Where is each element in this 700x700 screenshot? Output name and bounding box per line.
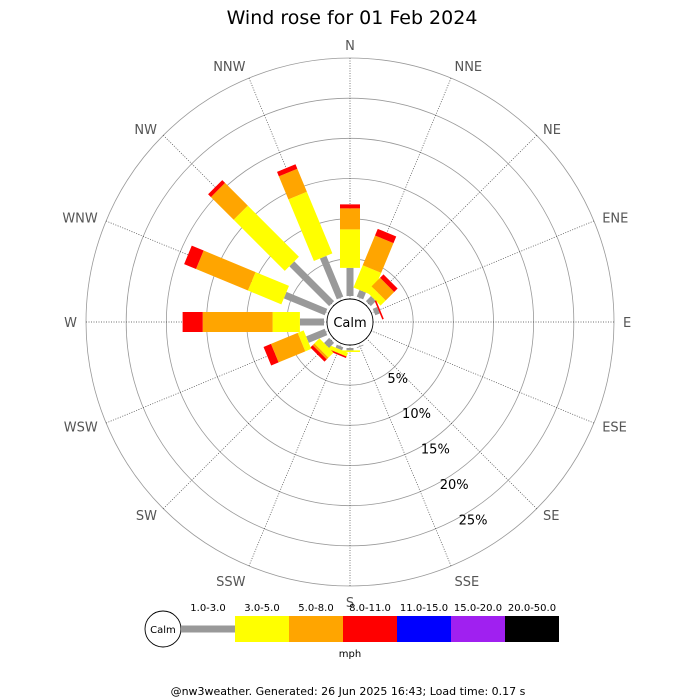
- legend-swatch-2: [289, 616, 343, 642]
- petal-sw-bin-1: [314, 338, 334, 358]
- legend-bin-label: 1.0-3.0: [190, 603, 225, 614]
- petal-nnw-bin-1: [288, 191, 333, 261]
- legend-bin-label: 5.0-8.0: [298, 603, 333, 614]
- direction-labels: N NNE NE ENE E ESE SE SSE S SSW SW WSW W WNW NW NNW: [62, 39, 631, 611]
- legend-swatch-5: [451, 616, 505, 642]
- petal-wnw-bin-2: [195, 250, 256, 291]
- legend-swatch-1: [235, 616, 289, 642]
- legend-bin-label: 8.0-11.0: [349, 603, 391, 614]
- petal-nne-bin-3: [374, 228, 397, 244]
- petal-nne-bin-0: [356, 289, 366, 300]
- radial-tick-label: 25%: [459, 514, 488, 529]
- legend-bin-label: 20.0-50.0: [508, 603, 556, 614]
- petal-wnw-bin-3: [184, 245, 204, 270]
- petal-wsw-bin-2: [270, 332, 306, 363]
- petal-nne-bin-2: [362, 235, 394, 273]
- direction-label-nne: NNE: [454, 60, 482, 75]
- legend-swatch-3: [343, 616, 397, 642]
- petal-ne-bin-2: [371, 277, 395, 301]
- petal-ssw-bin-3: [327, 348, 347, 359]
- petal-nw-bin-2: [210, 182, 248, 220]
- petal-sw-bin-2: [312, 343, 329, 360]
- calm-circle-shape: [326, 298, 374, 346]
- petal-nw-bin-1: [233, 205, 299, 271]
- petal-wnw-bin-0: [283, 291, 328, 316]
- petal-wsw-bin-0: [306, 328, 328, 343]
- spoke-ne: [366, 135, 537, 306]
- legend-bin-label: 15.0-20.0: [454, 603, 502, 614]
- polar-grid: [85, 57, 615, 587]
- petal-ne-bin-3: [380, 274, 398, 292]
- legend-swatch-4: [397, 616, 451, 642]
- spoke-ene: [371, 220, 595, 314]
- petal-ne-bin-1: [366, 286, 386, 306]
- footer-text: @nw3weather. Generated: 26 Jun 2025 16:4…: [171, 685, 526, 698]
- legend-bin-label: 3.0-5.0: [244, 603, 279, 614]
- petal-ne-bin-0: [365, 296, 376, 307]
- spoke-sse: [358, 343, 452, 567]
- direction-label-sw: SW: [136, 509, 157, 524]
- radial-tick-label: 10%: [402, 407, 431, 422]
- direction-label-e: E: [623, 316, 631, 331]
- radial-tick-label: 15%: [421, 443, 450, 458]
- legend-calm-label: Calm: [150, 625, 176, 636]
- legend-swatch-0: [181, 625, 235, 633]
- radial-tick-labels: 5% 10% 15% 20% 25%: [387, 372, 487, 529]
- petal-nw-bin-3: [208, 180, 226, 198]
- petal-ssw-bin-1: [328, 345, 349, 357]
- legend-units: mph: [339, 649, 361, 660]
- spoke-sw: [163, 338, 334, 509]
- chart-title: Wind rose for 01 Feb 2024: [227, 7, 478, 29]
- petal-wsw-bin-3: [263, 343, 279, 366]
- petals: [182, 164, 398, 366]
- direction-label-wsw: WSW: [64, 420, 98, 435]
- direction-label-s: S: [346, 596, 354, 611]
- direction-label-wnw: WNW: [62, 212, 98, 227]
- petal-nnw-bin-3: [277, 164, 298, 177]
- legend: Calm 1.0-3.0 3.0-5.0 5.0-8.0 8.0-11.0 11.0-15…: [144, 603, 559, 648]
- spoke-ese: [371, 330, 595, 424]
- petal-wsw-bin-1: [297, 330, 312, 352]
- calm-circle: Calm: [326, 298, 374, 346]
- direction-label-nnw: NNW: [213, 60, 245, 75]
- petal-nnw-bin-2: [278, 168, 307, 200]
- petal-sw-bin-3: [310, 345, 327, 362]
- direction-label-w: W: [64, 316, 77, 331]
- direction-label-ssw: SSW: [216, 575, 246, 590]
- calm-label: Calm: [333, 316, 366, 331]
- petal-wnw-bin-1: [247, 272, 289, 305]
- petal-ene-bin-0: [372, 306, 380, 316]
- direction-label-ese: ESE: [602, 420, 627, 435]
- petal-nne-bin-1: [353, 265, 382, 296]
- direction-label-ene: ENE: [602, 212, 628, 227]
- petal-ene-bin-3: [374, 300, 384, 320]
- petal-nnw-bin-0: [319, 255, 344, 300]
- radial-tick-label: 5%: [387, 372, 408, 387]
- spoke-se: [366, 338, 537, 509]
- legend-bin-label: 11.0-15.0: [400, 603, 448, 614]
- radial-tick-label: 20%: [440, 478, 469, 493]
- spoke-ssw: [248, 343, 342, 567]
- direction-label-ne: NE: [543, 123, 561, 138]
- direction-label-nw: NW: [134, 123, 157, 138]
- direction-label-n: N: [345, 39, 355, 54]
- legend-swatch-6: [505, 616, 559, 642]
- petal-ssw-bin-0: [335, 344, 344, 351]
- petal-sw-bin-0: [324, 337, 335, 348]
- direction-label-sse: SSE: [454, 575, 479, 590]
- direction-label-se: SE: [543, 509, 559, 524]
- petal-nw-bin-0: [289, 261, 335, 307]
